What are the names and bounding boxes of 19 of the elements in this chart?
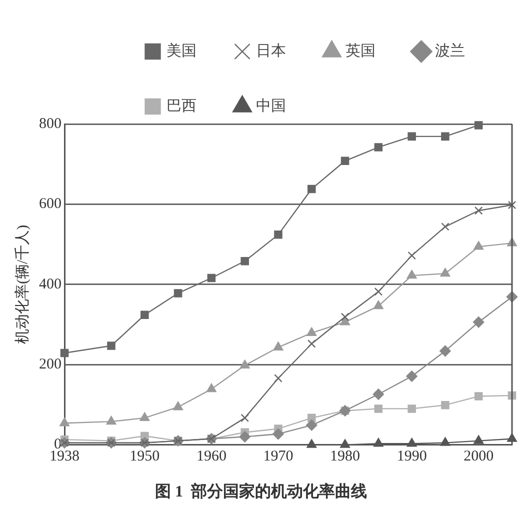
legend-label: 巴西 — [166, 98, 196, 114]
legend-label: 波兰 — [434, 42, 465, 60]
x-tick-label: 1980 — [330, 448, 360, 465]
x-tick-label: 1960 — [196, 448, 226, 465]
legend-label: 中国 — [256, 97, 286, 114]
legend-label: 英国 — [345, 42, 376, 60]
y-tick-label: 200 — [39, 356, 62, 373]
y-axis-title: 机动化率(辆/千人) — [14, 224, 31, 344]
text: 图 1 部分国家的机动化率曲线 — [155, 482, 367, 501]
y-tick-label: 400 — [39, 276, 62, 292]
legend-label: 日本 — [256, 42, 286, 60]
y-tick-label: 600 — [39, 196, 62, 212]
x-tick-label: 1970 — [263, 448, 294, 465]
x-tick-label: 2000 — [464, 448, 494, 465]
x-tick-label: 1990 — [396, 448, 427, 465]
x-tick-label: 1938 — [50, 448, 80, 465]
x-tick-label: 1950 — [130, 448, 160, 465]
y-tick-label: 800 — [39, 116, 62, 132]
legend-label: 美国 — [166, 42, 196, 60]
